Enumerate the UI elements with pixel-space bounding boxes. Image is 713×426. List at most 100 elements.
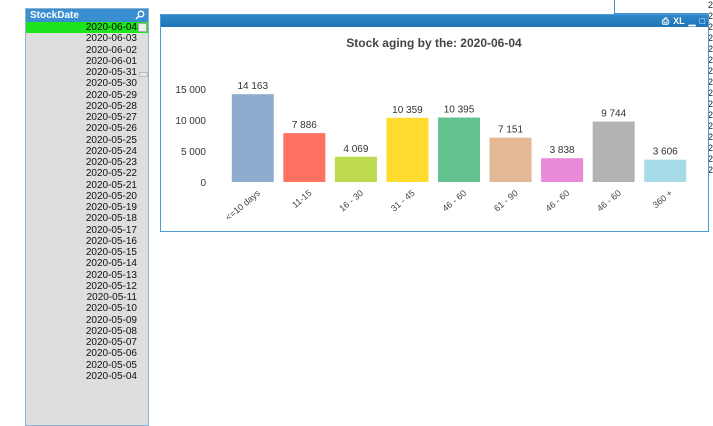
list-item[interactable]: 2020-05-04 (85, 370, 137, 382)
scroll-thumb[interactable] (139, 72, 148, 77)
bar[interactable] (386, 117, 429, 182)
clipped-list-item: 202 (708, 11, 713, 21)
list-item[interactable]: 2020-05-30 (85, 78, 137, 90)
clipped-list-item: 2 (708, 143, 713, 153)
list-item[interactable]: 2020-05-08 (85, 325, 137, 337)
listbox-title: StockDate (30, 10, 79, 21)
clipped-list-item: 2 (708, 55, 713, 65)
y-axis: 0 5 000 10 000 15 000 (175, 85, 206, 189)
list-item[interactable]: 2020-05-29 (85, 89, 137, 101)
data-label: 3 838 (550, 145, 575, 156)
clipped-list-item: 2 (708, 132, 713, 142)
frame-line (614, 13, 708, 14)
data-label: 3 606 (653, 147, 678, 158)
list-item[interactable]: 2020-05-05 (85, 359, 137, 371)
list-item[interactable]: 2020-05-18 (85, 213, 137, 225)
x-tick-label: 11-15 (290, 188, 314, 210)
x-tick-label: 46 - 60 (440, 188, 468, 214)
list-item[interactable]: 2020-05-20 (85, 190, 137, 202)
clipped-list-item: 2 (708, 165, 713, 175)
clipped-list-item: 2 (708, 88, 713, 98)
list-item[interactable]: 2020-05-10 (85, 303, 137, 315)
list-item[interactable]: 2020-05-13 (85, 269, 137, 281)
data-label: 10 395 (444, 105, 475, 116)
list-item[interactable]: 2020-05-06 (85, 348, 137, 360)
x-tick-label: 46 - 60 (543, 188, 571, 214)
bar[interactable] (334, 156, 377, 182)
data-label: 10 359 (392, 105, 423, 116)
clipped-list-item: 2 (708, 66, 713, 76)
bar[interactable] (231, 94, 274, 182)
data-label: 4 069 (343, 144, 368, 155)
bar[interactable] (438, 117, 480, 182)
list-item[interactable]: 2020-05-28 (85, 100, 137, 112)
list-item[interactable]: 2020-05-07 (85, 337, 137, 348)
list-item[interactable]: 2020-05-24 (85, 145, 137, 157)
list-item[interactable]: 2020-05-16 (85, 235, 137, 247)
list-item[interactable]: 2020-05-21 (85, 179, 137, 191)
bar[interactable] (644, 159, 687, 182)
list-item[interactable]: 2020-06-01 (85, 55, 137, 67)
data-label: 9 744 (601, 109, 626, 120)
chart-caption-bar: ⎙ XL ▁ □ (161, 15, 708, 27)
list-item[interactable]: 2020-05-31 (85, 67, 137, 78)
list-item[interactable]: 2020-06-03 (85, 33, 137, 45)
list-item[interactable]: 2020-05-17 (85, 224, 137, 236)
listbox-header: StockDate (26, 9, 148, 22)
list-item[interactable]: 2020-05-25 (85, 134, 137, 146)
x-tick-label: 16 - 30 (337, 188, 365, 214)
clipped-list-item: 2 (708, 33, 713, 43)
maximize-icon[interactable]: □ (699, 16, 705, 26)
list-item[interactable]: 2020-05-09 (85, 314, 137, 326)
list-item[interactable]: 2020-05-23 (85, 157, 137, 168)
scrollbar[interactable] (138, 22, 148, 425)
frame-line (614, 0, 615, 14)
clipped-list-item: 2 (708, 110, 713, 120)
stockdate-listbox[interactable]: StockDate 2020-06-04 2020-06-03 2020-06-02… (25, 8, 149, 426)
search-icon[interactable] (135, 10, 145, 20)
list-item[interactable]: 2020-05-14 (85, 258, 137, 270)
clipped-list-item: 2 (708, 99, 713, 109)
data-label: 14 163 (237, 81, 268, 92)
minimize-icon[interactable]: ▁ (688, 16, 696, 26)
listbox-items: 2020-06-04 2020-06-03 2020-06-02 2020-06-01… (26, 22, 148, 382)
x-tick-label: <=10 days (223, 188, 262, 223)
list-item[interactable]: 2020-05-11 (86, 292, 137, 303)
clipped-list-item: 2 (708, 44, 713, 54)
list-item[interactable]: 2020-05-15 (85, 247, 137, 258)
xl-icon[interactable]: XL (673, 16, 685, 26)
y-tick-label: 10 000 (175, 116, 206, 127)
bar-chart: Stock aging by the: 2020-06-04 0 5 000 10 … (175, 36, 687, 223)
list-item[interactable]: 2020-05-26 (85, 123, 137, 135)
list-item[interactable]: 2020-05-22 (85, 168, 137, 180)
data-label: 7 886 (292, 120, 317, 131)
x-tick-label: 61 - 90 (492, 188, 520, 214)
chart-object[interactable]: ⎙ XL ▁ □ Stock aging by the: 2020-06-04 … (160, 14, 709, 232)
x-tick-label: 31 - 45 (389, 188, 417, 214)
clipped-list-item: 2 (708, 121, 713, 131)
scroll-up-button[interactable] (138, 23, 147, 32)
list-item[interactable]: 2020-05-27 (85, 112, 137, 123)
bar[interactable] (541, 158, 584, 182)
y-tick-label: 0 (200, 178, 206, 189)
list-item[interactable]: 2020-05-19 (85, 202, 137, 213)
clipped-list-item: 2 (708, 77, 713, 87)
bar[interactable] (489, 137, 532, 182)
clipped-list-column: 20220222222222222222 (708, 0, 713, 180)
x-tick-label: 46 - 60 (595, 188, 623, 214)
y-tick-label: 5 000 (181, 147, 206, 158)
chart-title: Stock aging by the: 2020-06-04 (346, 36, 522, 50)
data-label: 7 151 (498, 125, 523, 136)
clipped-list-item: 202 (708, 0, 713, 10)
clipped-list-item: 2 (708, 22, 713, 32)
list-item[interactable]: 2020-06-02 (85, 44, 137, 56)
print-icon[interactable]: ⎙ (661, 16, 670, 26)
bar[interactable] (592, 121, 635, 182)
x-tick-label: 360 + (651, 188, 675, 210)
bar[interactable] (283, 133, 326, 182)
list-item[interactable]: 2020-05-12 (85, 280, 137, 292)
bars: 14 163 <=10 days 7 886 11-15 4 069 16 - 30 10 … (223, 81, 687, 223)
clipped-list-item: 2 (708, 154, 713, 164)
y-tick-label: 15 000 (175, 85, 206, 96)
list-item[interactable]: 2020-06-04 (26, 22, 148, 34)
